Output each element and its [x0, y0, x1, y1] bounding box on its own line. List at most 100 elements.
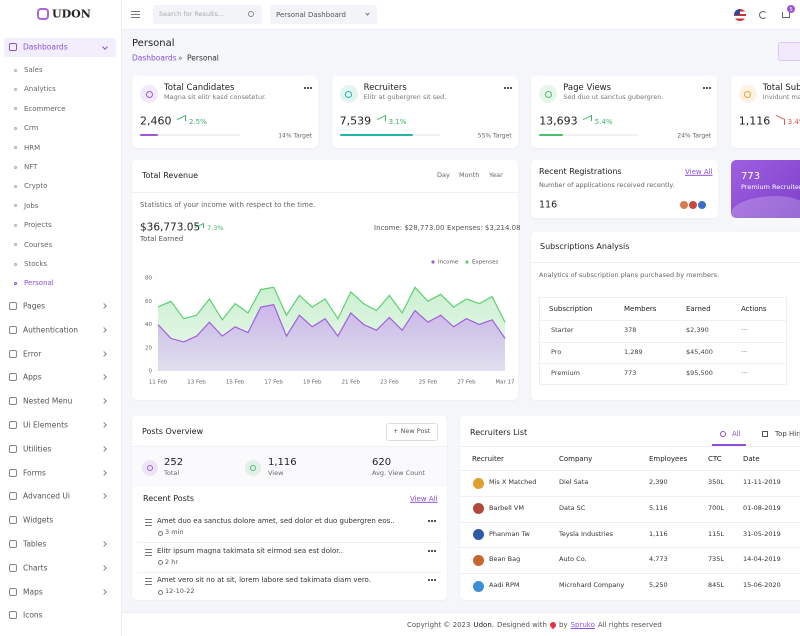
card-title: Subscriptions Analysis	[540, 242, 630, 252]
menu-item[interactable]: Charts	[23, 563, 48, 573]
submenu-item[interactable]: Ecommerce	[24, 104, 66, 113]
table-cell[interactable]: ···	[741, 369, 748, 378]
divider	[539, 363, 787, 364]
subscriptions-card	[531, 232, 800, 400]
stat-card	[331, 76, 518, 148]
menu-icon	[9, 444, 17, 453]
menu-item-active[interactable]: Dashboards	[23, 42, 68, 52]
submenu-item[interactable]: NFT	[24, 162, 38, 171]
stat-icon-glyph	[345, 90, 353, 98]
tab-active[interactable]: All	[732, 429, 741, 438]
menu-item[interactable]: Forms	[23, 468, 46, 478]
menu-item[interactable]: Error	[23, 349, 42, 359]
menu-icon	[9, 373, 17, 382]
menu-item[interactable]: Pages	[23, 301, 46, 311]
submenu-item[interactable]: Personal	[24, 279, 54, 288]
menu-item[interactable]: Advanced Ui	[23, 491, 71, 501]
table-cell: 350L	[708, 478, 725, 487]
footer-company-link[interactable]: Spruko	[570, 621, 595, 629]
post-time: 12-10-22	[165, 587, 195, 596]
new-post-button[interactable]	[386, 423, 438, 441]
menu-item[interactable]: Maps	[23, 587, 43, 597]
divider	[137, 542, 442, 543]
table-header: Employees	[649, 454, 688, 463]
area-fill	[158, 304, 505, 371]
menu-item[interactable]: Tables	[23, 539, 47, 549]
breadcrumb-link[interactable]: Dashboards	[132, 53, 177, 63]
post-text[interactable]: Elitr ipsum magna takimata sit eirmod se…	[157, 546, 343, 555]
divider	[460, 521, 800, 523]
menu-item[interactable]: Widgets	[23, 515, 54, 525]
active-menu-bg[interactable]	[4, 38, 116, 57]
brand: UDON	[52, 7, 91, 21]
submenu-item[interactable]: Crm	[24, 123, 39, 132]
menu-item[interactable]: Authentication	[23, 325, 79, 335]
stat-value: 7,539	[339, 114, 372, 128]
submenu-item[interactable]: HRM	[24, 143, 41, 152]
divider	[460, 547, 800, 549]
submenu-item[interactable]: Courses	[24, 240, 53, 249]
period-tab[interactable]: Day	[437, 171, 450, 180]
menu-icon	[9, 492, 17, 501]
series-line	[157, 304, 506, 343]
table-cell[interactable]: ···	[741, 347, 748, 356]
stat-icon-glyph	[744, 90, 752, 98]
menu-item[interactable]: Icons	[23, 610, 43, 620]
menu-item[interactable]: Utilities	[23, 444, 52, 454]
menu-icon	[9, 43, 17, 51]
revenue-chart: 0 20 40 60 80 11 Feb 13 Feb 15 Feb 17 Feb 19 Feb 2…	[145, 260, 515, 386]
post-text[interactable]: Amet vero sit no at sit, lorem labore se…	[157, 575, 371, 584]
logo-icon	[37, 8, 49, 20]
view-all-link[interactable]: View All	[410, 494, 438, 503]
submenu-item[interactable]: Crypto	[24, 182, 48, 191]
stat-more	[304, 87, 312, 89]
tab[interactable]: Top Hiri	[775, 429, 800, 438]
post-text[interactable]: Amet duo ea sanctus dolore amet, sed dol…	[157, 516, 395, 525]
submenu-dot	[13, 262, 17, 266]
cart-count: 5	[789, 6, 793, 13]
new-post-label[interactable]: + New Post	[393, 427, 431, 436]
post-more[interactable]	[428, 520, 436, 522]
stat-title: Total Candidates	[164, 82, 235, 93]
view-all-link[interactable]: View All	[685, 167, 713, 176]
theme-toggle[interactable]	[759, 11, 767, 19]
table-cell[interactable]: ···	[741, 326, 748, 335]
list-icon	[145, 548, 152, 550]
menu-item[interactable]: Nested Menu	[23, 396, 73, 406]
post-more[interactable]	[428, 579, 436, 581]
list-icon	[145, 554, 152, 556]
page-title: Personal	[132, 38, 175, 49]
post-time: 2 hr	[165, 557, 178, 566]
stat-change: 2.5%	[189, 117, 207, 126]
revenue-income: Income: $28,773.00	[374, 223, 445, 232]
avatar	[697, 200, 707, 210]
submenu-item[interactable]: Stocks	[24, 259, 48, 268]
list-icon	[145, 519, 152, 520]
menu-item[interactable]: Apps	[23, 372, 42, 382]
x-tick-label: 27 Feb	[457, 380, 476, 386]
period-tab[interactable]: Year	[489, 171, 503, 180]
submenu-item[interactable]: Analytics	[24, 85, 56, 94]
progress-bar	[539, 134, 564, 136]
stat-value: 13,693	[539, 114, 578, 128]
table-cell: Premium	[551, 369, 580, 378]
table-cell: $2,390	[686, 326, 709, 335]
cart-icon[interactable]	[782, 12, 790, 18]
table-cell: 378	[624, 326, 637, 335]
header-action-button[interactable]	[778, 42, 800, 61]
card-title: Posts Overview	[142, 427, 204, 437]
submenu-item[interactable]: Jobs	[24, 201, 39, 210]
period-tab[interactable]: Month	[459, 171, 480, 180]
submenu-item[interactable]: Projects	[24, 220, 52, 229]
x-tick-label: 11 Feb	[149, 380, 168, 386]
dashboard-select[interactable]	[270, 5, 377, 24]
submenu-item[interactable]: Sales	[24, 65, 43, 74]
post-more[interactable]	[428, 549, 436, 552]
table-cell: Teysla Industries	[559, 529, 614, 538]
menu-item[interactable]: Ui Elements	[23, 420, 68, 430]
search-box[interactable]	[153, 5, 262, 24]
y-tick-label: 60	[145, 299, 152, 305]
stat-card	[531, 76, 718, 148]
stat-title: Page Views	[563, 82, 612, 93]
premium-label: Premium Recruiter	[741, 183, 800, 192]
